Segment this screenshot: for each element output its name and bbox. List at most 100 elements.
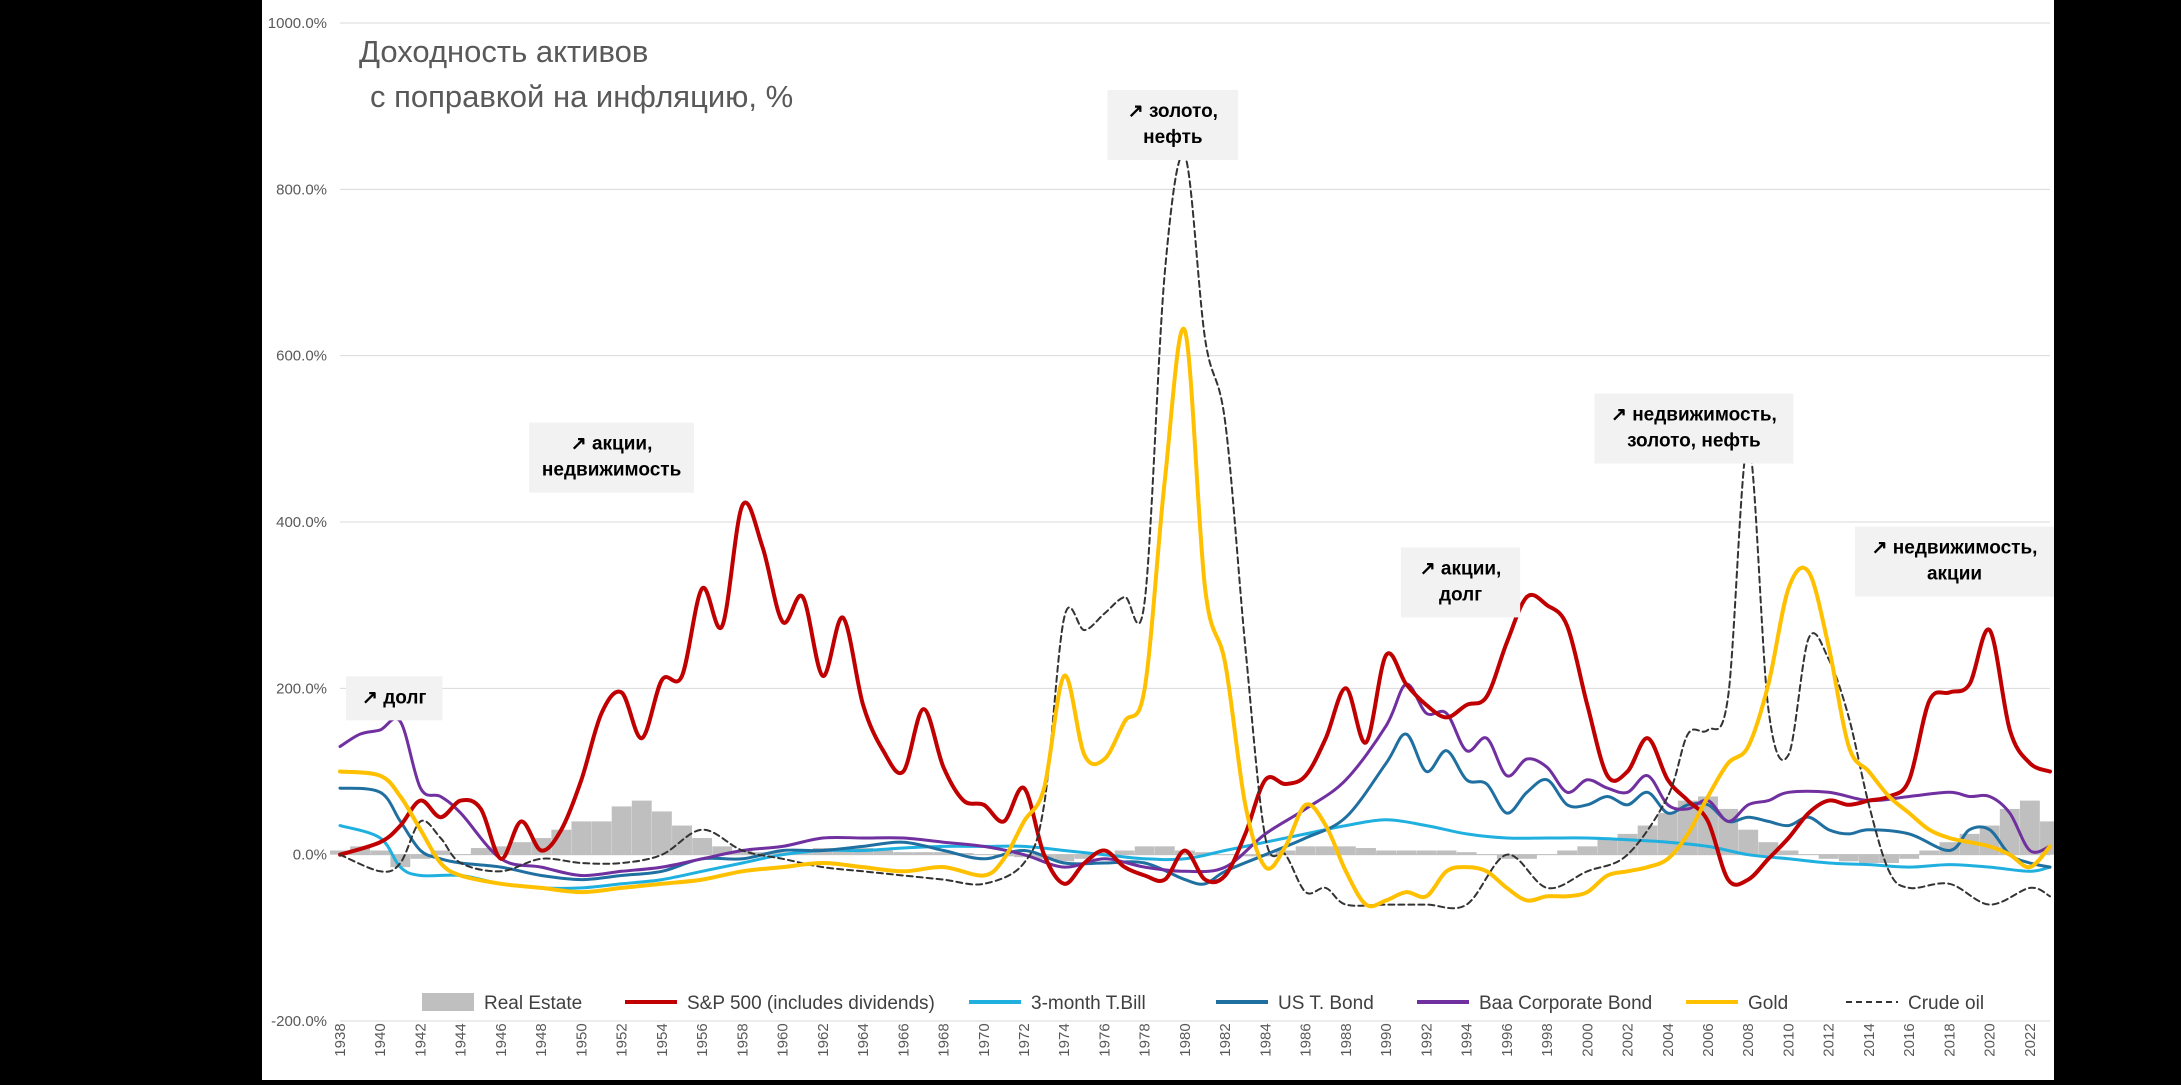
legend-item: Baa Corporate Bond <box>1417 993 1652 1014</box>
legend-label: Crude oil <box>1908 993 1984 1014</box>
x-tick-label: 1968 <box>936 1023 953 1056</box>
real-estate-bar <box>1154 846 1175 855</box>
x-tick-label: 1988 <box>1338 1023 1355 1056</box>
annotation-text: ↗ долг <box>362 687 426 708</box>
annotation-text: недвижимость <box>542 460 681 481</box>
annotation-background <box>529 422 694 493</box>
real-estate-bar <box>1396 850 1417 855</box>
real-estate-bar <box>1376 850 1397 855</box>
annotation-text: ↗ золото, <box>1128 101 1218 122</box>
legend-item: Gold <box>1686 993 1788 1014</box>
x-tick-label: 1942 <box>412 1023 429 1056</box>
x-tick-label: 2016 <box>1901 1023 1918 1056</box>
real-estate-bar <box>1195 852 1216 855</box>
real-estate-bar <box>571 821 592 855</box>
x-tick-label: 1992 <box>1418 1023 1435 1056</box>
series-line-s-p-500-includes-dividends <box>338 500 2052 887</box>
real-estate-bar <box>1557 850 1578 855</box>
annotation-text: долг <box>1439 584 1482 605</box>
x-tick-label: 1944 <box>453 1023 470 1056</box>
y-tick-label: 1000.0% <box>268 15 327 32</box>
x-tick-label: 2014 <box>1861 1023 1878 1056</box>
series-lines <box>338 153 2052 910</box>
annotation-text: ↗ акции, <box>571 434 653 455</box>
x-tick-label: 2004 <box>1660 1023 1677 1056</box>
real-estate-bar <box>1778 850 1799 855</box>
x-tick-label: 1958 <box>734 1023 751 1056</box>
real-estate-bar <box>1577 846 1598 855</box>
series-line-gold <box>338 326 2052 909</box>
annotation-background <box>1594 393 1794 464</box>
x-tick-label: 1954 <box>654 1023 671 1056</box>
legend-item: US T. Bond <box>1216 993 1374 1014</box>
real-estate-bar <box>1657 813 1678 855</box>
legend-item: 3-month T.Bill <box>969 993 1146 1014</box>
real-estate-bar <box>1134 846 1155 855</box>
real-estate-bar <box>1315 846 1336 855</box>
legend: Real Estate S&P 500 (includes dividends) 3… <box>422 993 1984 1014</box>
annotation-text: ↗ недвижимость, <box>1611 405 1777 426</box>
real-estate-bar <box>953 853 974 855</box>
returns-chart: -200.0% 0.0% 200.0% 400.0% 600.0% 800.0% 1000.… <box>268 15 2060 1057</box>
annotation-text: ↗ акции, <box>1420 558 1502 579</box>
annotation-text: золото, нефть <box>1627 431 1761 452</box>
x-tick-label: 2000 <box>1579 1023 1596 1056</box>
real-estate-bar <box>511 842 532 855</box>
real-estate-bar <box>913 852 934 855</box>
real-estate-bar <box>1456 852 1477 855</box>
x-tick-label: 1976 <box>1096 1023 1113 1056</box>
x-tick-label: 1996 <box>1499 1023 1516 1056</box>
x-tick-label: 2002 <box>1620 1023 1637 1056</box>
annotation-box: ↗ акции, недвижимость <box>529 422 694 493</box>
x-tick-label: 2022 <box>2022 1023 2039 1056</box>
series-line-crude-oil <box>339 153 2051 910</box>
annotation-box: ↗ недвижимость, золото, нефть <box>1594 393 1794 464</box>
real-estate-bar <box>1939 842 1960 855</box>
x-axis: 1938 1940 1942 1944 1946 1948 1950 1952 1954 1956… <box>332 1023 2039 1056</box>
chart-title-line-2: с поправкой на инфляцию, % <box>370 79 793 114</box>
real-estate-bar <box>1235 854 1256 857</box>
chart-title: Доходность активов с поправкой на инфляц… <box>359 34 793 114</box>
real-estate-bar <box>330 850 350 855</box>
x-tick-label: 2018 <box>1941 1023 1958 1056</box>
chart-title-line-1: Доходность активов <box>359 34 648 69</box>
x-tick-label: 1940 <box>372 1023 389 1056</box>
x-tick-label: 1946 <box>493 1023 510 1056</box>
real-estate-bar <box>2019 800 2040 855</box>
real-estate-bar <box>1275 850 1296 855</box>
real-estate-bar <box>1818 854 1839 859</box>
x-tick-label: 1982 <box>1217 1023 1234 1056</box>
x-tick-label: 1950 <box>573 1023 590 1056</box>
annotation-box: ↗ золото, нефть <box>1107 90 1239 161</box>
annotation-text: нефть <box>1143 127 1202 148</box>
y-tick-label: -200.0% <box>271 1013 327 1030</box>
y-tick-label: 800.0% <box>276 181 327 198</box>
real-estate-bar <box>1858 854 1879 863</box>
x-tick-label: 2008 <box>1740 1023 1757 1056</box>
x-tick-label: 1984 <box>1257 1023 1274 1056</box>
real-estate-bar <box>1597 839 1618 855</box>
x-tick-label: 1938 <box>332 1023 349 1056</box>
legend-label: S&P 500 (includes dividends) <box>687 993 935 1014</box>
legend-item: Crude oil <box>1846 993 1984 1014</box>
legend-label: US T. Bond <box>1278 993 1374 1014</box>
x-tick-label: 2010 <box>1780 1023 1797 1056</box>
real-estate-bar <box>1114 850 1135 855</box>
x-tick-label: 1980 <box>1177 1023 1194 1056</box>
real-estate-bar <box>1899 854 1920 859</box>
x-tick-label: 1956 <box>694 1023 711 1056</box>
real-estate-bar <box>370 850 391 855</box>
annotation-text: ↗ недвижимость, <box>1872 538 2038 559</box>
real-estate-bar <box>1879 854 1900 863</box>
real-estate-bar <box>1416 850 1437 855</box>
real-estate-bar <box>1838 854 1859 862</box>
real-estate-bar <box>732 850 753 855</box>
real-estate-bar <box>1356 848 1376 855</box>
legend-item: Real Estate <box>422 993 582 1014</box>
real-estate-bar <box>1738 829 1759 855</box>
x-tick-label: 1962 <box>815 1023 832 1056</box>
real-estate-bar <box>1919 850 1940 855</box>
x-tick-label: 1960 <box>775 1023 792 1056</box>
chart-panel: -200.0% 0.0% 200.0% 400.0% 600.0% 800.0% 1000.… <box>262 0 2060 1080</box>
real-estate-bar <box>1496 854 1517 859</box>
